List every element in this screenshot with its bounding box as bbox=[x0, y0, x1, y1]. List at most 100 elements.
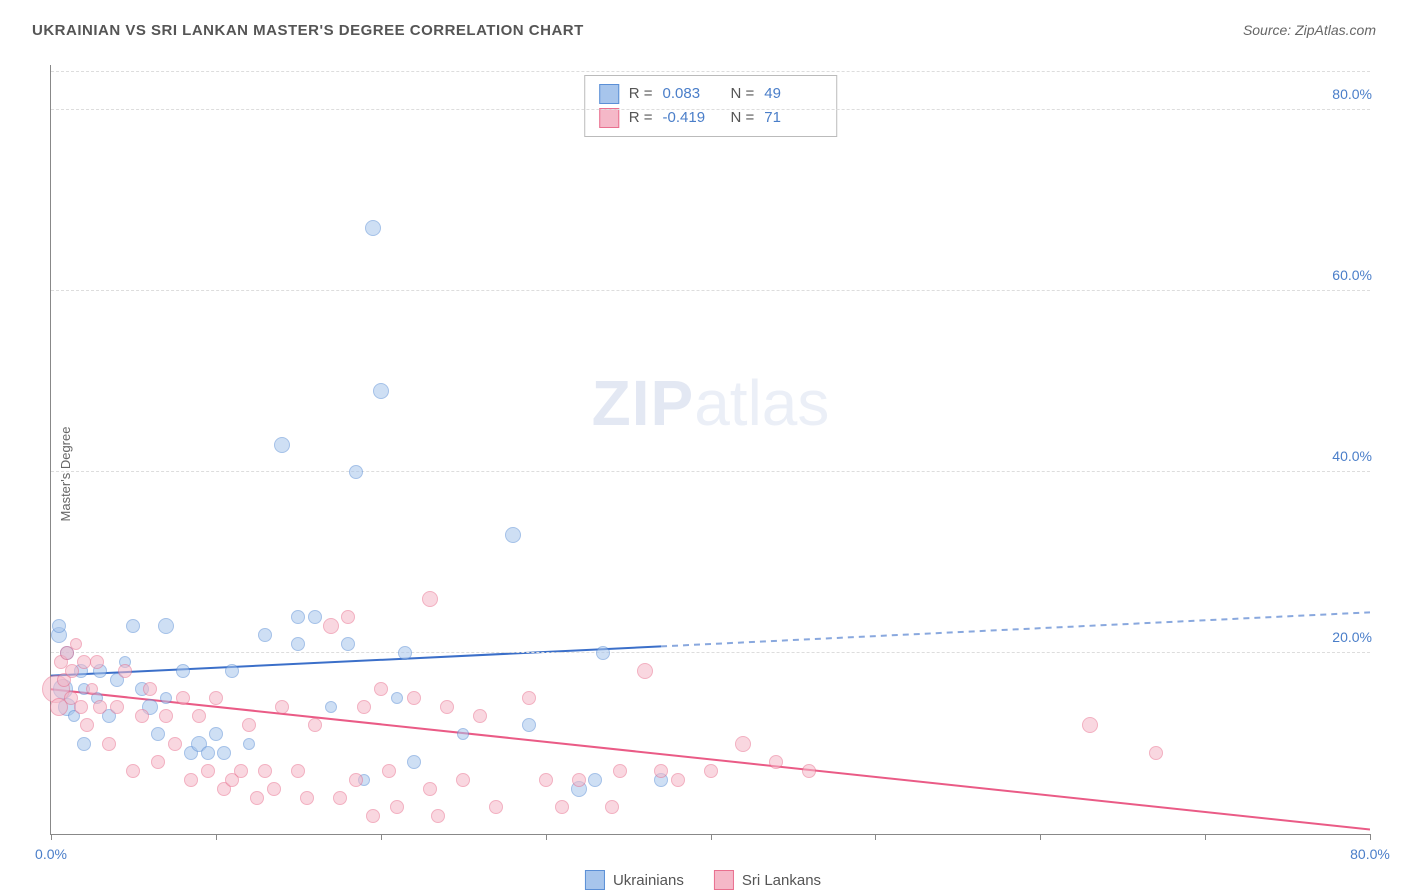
scatter-point bbox=[735, 736, 751, 752]
legend-label: Ukrainians bbox=[613, 872, 684, 889]
legend-swatch bbox=[714, 870, 734, 890]
scatter-point bbox=[201, 764, 215, 778]
scatter-point bbox=[769, 755, 783, 769]
x-tick bbox=[216, 834, 217, 840]
scatter-point bbox=[159, 709, 173, 723]
scatter-point bbox=[243, 738, 255, 750]
scatter-point bbox=[391, 692, 403, 704]
scatter-point bbox=[74, 700, 88, 714]
scatter-point bbox=[201, 746, 215, 760]
gridline-h bbox=[51, 290, 1370, 291]
scatter-point bbox=[126, 764, 140, 778]
x-tick bbox=[546, 834, 547, 840]
scatter-point bbox=[539, 773, 553, 787]
scatter-point bbox=[110, 700, 124, 714]
scatter-point bbox=[192, 709, 206, 723]
scatter-point bbox=[209, 691, 223, 705]
scatter-point bbox=[407, 755, 421, 769]
scatter-point bbox=[225, 664, 239, 678]
series-legend: Ukrainians Sri Lankans bbox=[585, 870, 821, 890]
scatter-point bbox=[365, 220, 381, 236]
x-tick bbox=[1205, 834, 1206, 840]
x-tick bbox=[711, 834, 712, 840]
y-tick-label: 60.0% bbox=[1326, 267, 1372, 283]
scatter-point bbox=[422, 591, 438, 607]
correlation-row: R = 0.083 N = 49 bbox=[599, 82, 823, 106]
scatter-point bbox=[572, 773, 586, 787]
r-label: R = bbox=[629, 82, 653, 106]
legend-swatch bbox=[599, 108, 619, 128]
scatter-point bbox=[217, 746, 231, 760]
scatter-point bbox=[341, 610, 355, 624]
scatter-point bbox=[80, 718, 94, 732]
scatter-point bbox=[390, 800, 404, 814]
scatter-point bbox=[151, 727, 165, 741]
scatter-point bbox=[90, 655, 104, 669]
scatter-point bbox=[489, 800, 503, 814]
legend-label: Sri Lankans bbox=[742, 872, 821, 889]
watermark: ZIPatlas bbox=[592, 366, 830, 440]
scatter-point bbox=[267, 782, 281, 796]
scatter-point bbox=[637, 663, 653, 679]
scatter-point bbox=[605, 800, 619, 814]
scatter-point bbox=[70, 638, 82, 650]
scatter-point bbox=[588, 773, 602, 787]
scatter-point bbox=[325, 701, 337, 713]
scatter-point bbox=[423, 782, 437, 796]
scatter-point bbox=[431, 809, 445, 823]
scatter-point bbox=[65, 664, 79, 678]
gridline-h bbox=[51, 109, 1370, 110]
scatter-point bbox=[373, 383, 389, 399]
scatter-point bbox=[654, 764, 668, 778]
scatter-point bbox=[275, 700, 289, 714]
scatter-point bbox=[274, 437, 290, 453]
scatter-point bbox=[802, 764, 816, 778]
scatter-point bbox=[291, 764, 305, 778]
scatter-point bbox=[93, 700, 107, 714]
scatter-point bbox=[184, 773, 198, 787]
scatter-point bbox=[86, 683, 98, 695]
scatter-point bbox=[242, 718, 256, 732]
scatter-point bbox=[349, 465, 363, 479]
scatter-point bbox=[209, 727, 223, 741]
scatter-point bbox=[52, 619, 66, 633]
scatter-point bbox=[522, 718, 536, 732]
x-tick bbox=[1040, 834, 1041, 840]
scatter-point bbox=[473, 709, 487, 723]
regression-line-solid bbox=[51, 689, 1370, 829]
correlation-legend: R = 0.083 N = 49 R = -0.419 N = 71 bbox=[584, 75, 838, 137]
scatter-point bbox=[457, 728, 469, 740]
scatter-point bbox=[151, 755, 165, 769]
scatter-point bbox=[440, 700, 454, 714]
scatter-point bbox=[374, 682, 388, 696]
scatter-point bbox=[382, 764, 396, 778]
plot-area: ZIPatlas R = 0.083 N = 49 R = -0.419 N =… bbox=[50, 65, 1370, 835]
scatter-point bbox=[596, 646, 610, 660]
gridline-h bbox=[51, 71, 1370, 72]
legend-swatch bbox=[585, 870, 605, 890]
scatter-point bbox=[176, 664, 190, 678]
scatter-point bbox=[308, 610, 322, 624]
y-tick-label: 20.0% bbox=[1326, 629, 1372, 645]
n-value: 49 bbox=[764, 82, 822, 106]
scatter-point bbox=[291, 637, 305, 651]
y-tick-label: 40.0% bbox=[1326, 448, 1372, 464]
scatter-point bbox=[176, 691, 190, 705]
scatter-point bbox=[704, 764, 718, 778]
scatter-point bbox=[126, 619, 140, 633]
scatter-point bbox=[341, 637, 355, 651]
x-tick-label: 80.0% bbox=[1350, 834, 1390, 862]
scatter-point bbox=[357, 700, 371, 714]
scatter-point bbox=[158, 618, 174, 634]
scatter-point bbox=[671, 773, 685, 787]
scatter-point bbox=[323, 618, 339, 634]
x-tick-label: 0.0% bbox=[35, 834, 67, 862]
x-tick bbox=[381, 834, 382, 840]
source-label: Source: ZipAtlas.com bbox=[1243, 22, 1376, 38]
scatter-point bbox=[102, 737, 116, 751]
scatter-point bbox=[234, 764, 248, 778]
scatter-point bbox=[168, 737, 182, 751]
regression-line-solid bbox=[51, 646, 661, 675]
scatter-point bbox=[407, 691, 421, 705]
scatter-point bbox=[258, 764, 272, 778]
